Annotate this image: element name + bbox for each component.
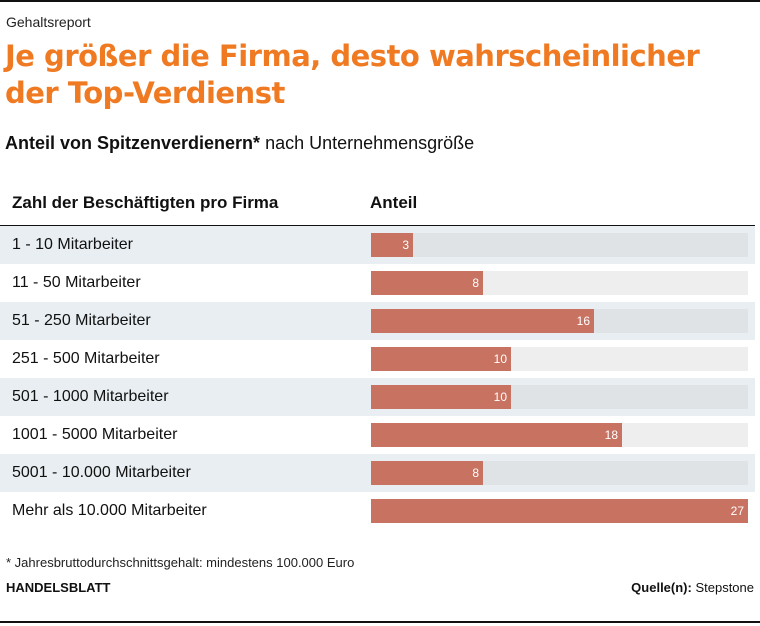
category-label: 51 - 250 Mitarbeiter (12, 312, 151, 329)
bar: 16 (371, 309, 594, 333)
bar: 10 (371, 347, 511, 371)
subtitle-rest: nach Unternehmensgröße (260, 133, 475, 153)
chart-title: Je größer die Firma, desto wahrscheinlic… (5, 39, 700, 110)
bar: 27 (371, 499, 748, 523)
category-label: 251 - 500 Mitarbeiter (12, 350, 160, 367)
bar-track: 8 (371, 461, 748, 485)
category-label: 11 - 50 Mitarbeiter (12, 274, 141, 291)
brand-logo-text: HANDELSBLATT (6, 580, 111, 595)
category-label: 1001 - 5000 Mitarbeiter (12, 426, 178, 443)
bar-value-label: 16 (576, 314, 590, 328)
subtitle-bold: Anteil von Spitzenverdienern* (5, 133, 261, 153)
bar-value-label: 10 (493, 390, 507, 404)
bar-value-label: 10 (493, 352, 507, 366)
bar-track: 18 (371, 423, 748, 447)
top-rule (0, 0, 760, 2)
bar-rows: 1 - 10 Mitarbeiter 3 11 - 50 Mitarbeiter 8 5… (0, 226, 755, 530)
bar-track: 3 (371, 233, 748, 257)
bar-value-label: 8 (472, 276, 479, 290)
bottom-rule (0, 621, 760, 623)
table-row: 501 - 1000 Mitarbeiter 10 (0, 378, 755, 416)
table-row: 5001 - 10.000 Mitarbeiter 8 (0, 454, 755, 492)
bar-track: 16 (371, 309, 748, 333)
source: Quelle(n): Stepstone (631, 580, 754, 595)
table-row: 51 - 250 Mitarbeiter 16 (0, 302, 755, 340)
category-label: Mehr als 10.000 Mitarbeiter (12, 502, 207, 519)
bar: 10 (371, 385, 511, 409)
table-header: Zahl der Beschäftigten pro Firma Anteil (0, 187, 755, 226)
source-label: Quelle(n): (631, 580, 692, 595)
source-value: Stepstone (691, 580, 754, 595)
category-label: 1 - 10 Mitarbeiter (12, 236, 133, 253)
table-row: 1001 - 5000 Mitarbeiter 18 (0, 416, 755, 454)
table-row: 11 - 50 Mitarbeiter 8 (0, 264, 755, 302)
footnote: * Jahresbruttodurchschnittsgehalt: minde… (6, 555, 355, 570)
bar-value-label: 3 (402, 238, 409, 252)
bar-track: 10 (371, 347, 748, 371)
category-label: 5001 - 10.000 Mitarbeiter (12, 464, 191, 481)
bar: 8 (371, 461, 483, 485)
chart-subtitle: Anteil von Spitzenverdienern* nach Unter… (5, 133, 474, 154)
value-column-header: Anteil (370, 193, 418, 212)
bar-track: 10 (371, 385, 748, 409)
bar: 8 (371, 271, 483, 295)
bar-value-label: 18 (604, 428, 618, 442)
bar-track: 27 (371, 499, 748, 523)
table-row: 251 - 500 Mitarbeiter 10 (0, 340, 755, 378)
kicker: Gehaltsreport (6, 14, 91, 30)
category-label: 501 - 1000 Mitarbeiter (12, 388, 169, 405)
table-row: 1 - 10 Mitarbeiter 3 (0, 226, 755, 264)
table-row: Mehr als 10.000 Mitarbeiter 27 (0, 492, 755, 530)
bar-value-label: 8 (472, 466, 479, 480)
bar-track: 8 (371, 271, 748, 295)
bar: 3 (371, 233, 413, 257)
bar-value-label: 27 (730, 504, 744, 518)
bar: 18 (371, 423, 622, 447)
category-column-header: Zahl der Beschäftigten pro Firma (12, 193, 279, 212)
